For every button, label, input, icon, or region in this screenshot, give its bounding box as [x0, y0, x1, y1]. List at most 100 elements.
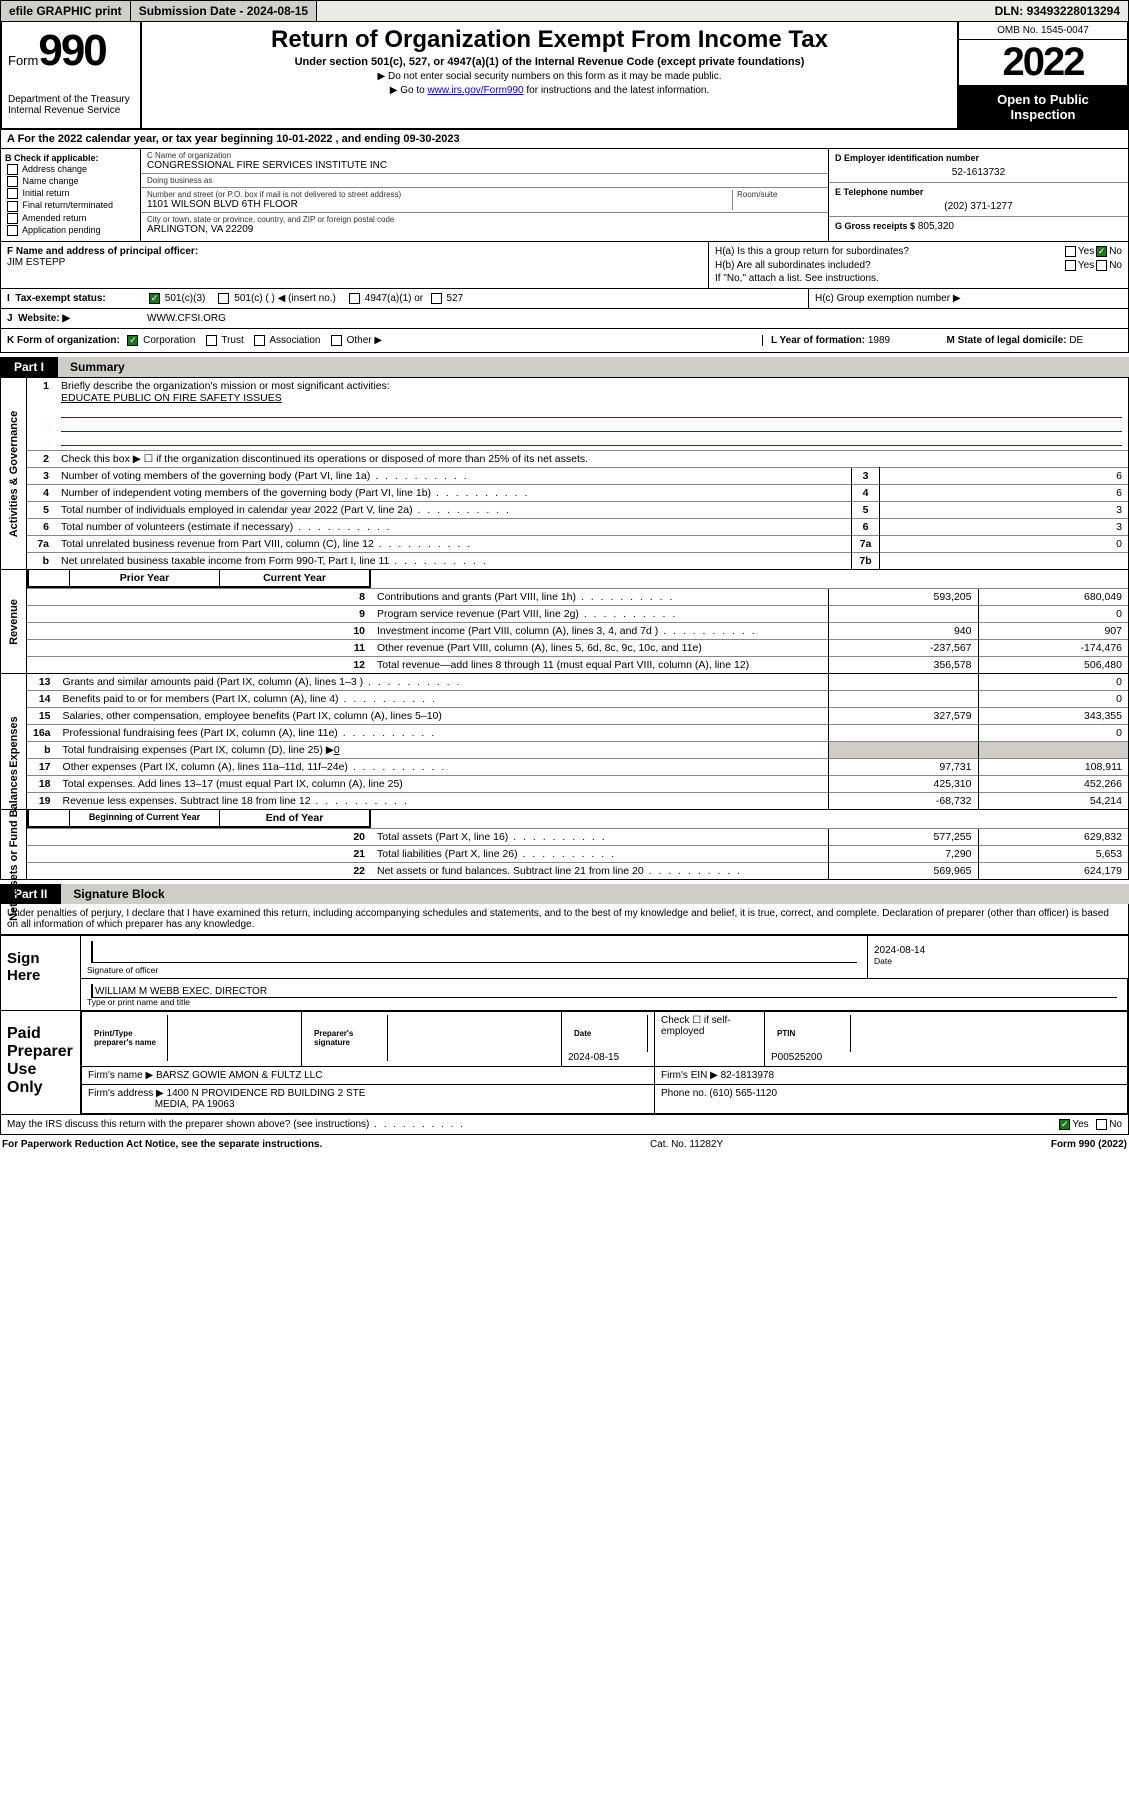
- sub-date-value: 2024-08-15: [247, 4, 308, 18]
- yes-label: Yes: [1072, 1119, 1088, 1130]
- l18-label: Total expenses. Add lines 13–17 (must eq…: [57, 776, 828, 793]
- l16b-prior: [828, 742, 978, 759]
- l13-label: Grants and similar amounts paid (Part IX…: [57, 674, 828, 691]
- l7a-label: Total unrelated business revenue from Pa…: [55, 536, 852, 553]
- assoc-label: Association: [269, 335, 320, 346]
- side-netassets: Net Assets or Fund Balances: [1, 810, 27, 879]
- irs-link[interactable]: www.irs.gov/Form990: [427, 85, 523, 96]
- other-label: Other ▶: [347, 335, 382, 346]
- ha-no[interactable]: ✓: [1096, 246, 1107, 257]
- ha-yes[interactable]: [1065, 246, 1076, 257]
- city-value: ARLINGTON, VA 22209: [147, 224, 822, 235]
- part2-header: Part II Signature Block: [0, 884, 1129, 904]
- pt-self-employed[interactable]: Check ☐ if self-employed: [655, 1012, 765, 1067]
- section-l: L Year of formation: 1989: [771, 335, 947, 346]
- l13-curr: 0: [978, 674, 1128, 691]
- dln-label: DLN:: [995, 4, 1027, 18]
- l21-curr: 5,653: [978, 846, 1128, 863]
- j-label: Website: ▶: [18, 313, 70, 324]
- officer-printed-name: WILLIAM M WEBB EXEC. DIRECTOR: [95, 986, 1121, 997]
- i-label: Tax-exempt status:: [15, 293, 105, 304]
- paid-preparer-block: Paid Preparer Use Only Print/Type prepar…: [0, 1011, 1129, 1115]
- phone-label: E Telephone number: [835, 187, 1122, 197]
- open-inspection: Open to Public Inspection: [959, 86, 1127, 128]
- discuss-no[interactable]: [1096, 1119, 1107, 1130]
- part2-title: Signature Block: [61, 884, 1129, 904]
- pt-date-label: Date: [568, 1015, 648, 1052]
- room-label: Room/suite: [737, 190, 822, 199]
- org-name: CONGRESSIONAL FIRE SERVICES INSTITUTE IN…: [147, 160, 822, 171]
- l18-curr: 452,266: [978, 776, 1128, 793]
- efile-btn[interactable]: efile GRAPHIC print: [1, 1, 131, 21]
- ck-trust[interactable]: [206, 335, 217, 346]
- l15-label: Salaries, other compensation, employee b…: [57, 708, 828, 725]
- l17-label: Other expenses (Part IX, column (A), lin…: [57, 759, 828, 776]
- l1-label: Briefly describe the organization's miss…: [61, 380, 390, 392]
- l21-prior: 7,290: [828, 846, 978, 863]
- ck-other[interactable]: [331, 335, 342, 346]
- paid-preparer-label: Paid Preparer Use Only: [1, 1011, 81, 1114]
- ck-501c3[interactable]: ✓: [149, 293, 160, 304]
- l10-curr: 907: [978, 623, 1128, 640]
- ck-address[interactable]: Address change: [5, 164, 136, 175]
- sig-date-value: 2024-08-14: [874, 939, 1122, 956]
- ssn-note: ▶ Do not enter social security numbers o…: [148, 71, 951, 82]
- l6-label: Total number of volunteers (estimate if …: [55, 519, 852, 536]
- side-activities-label: Activities & Governance: [8, 410, 20, 537]
- revenue-block: Revenue Prior YearCurrent Year 8Contribu…: [0, 570, 1129, 674]
- row-j: J Website: ▶ WWW.CFSI.ORG: [0, 309, 1129, 329]
- l-label: L Year of formation:: [771, 335, 868, 346]
- firm-label: Firm's name ▶: [88, 1070, 153, 1081]
- discuss-yes[interactable]: ✓: [1059, 1119, 1070, 1130]
- l1-value: EDUCATE PUBLIC ON FIRE SAFETY ISSUES: [61, 392, 282, 404]
- ck-527[interactable]: [431, 293, 442, 304]
- l20-curr: 629,832: [978, 829, 1128, 846]
- year-formed: 1989: [868, 335, 890, 346]
- hc: H(c) Group exemption number ▶: [808, 289, 1128, 308]
- hb-no[interactable]: [1096, 260, 1107, 271]
- ein-value: 52-1613732: [835, 163, 1122, 178]
- ck-assoc[interactable]: [254, 335, 265, 346]
- ck-4947[interactable]: [349, 293, 360, 304]
- l8-label: Contributions and grants (Part VIII, lin…: [371, 589, 828, 606]
- hb-yes[interactable]: [1065, 260, 1076, 271]
- officer-sig-label: Signature of officer: [87, 965, 861, 975]
- firm-phone-label: Phone no.: [661, 1088, 709, 1099]
- perjury-declaration: Under penalties of perjury, I declare th…: [0, 904, 1129, 935]
- firm-addr2: MEDIA, PA 19063: [155, 1099, 235, 1110]
- l16b: Total fundraising expenses (Part IX, col…: [57, 742, 828, 759]
- part1-header: Part I Summary: [0, 357, 1129, 377]
- 501c3-label: 501(c)(3): [165, 293, 206, 304]
- firm-name: BARSZ GOWIE AMON & FULTZ LLC: [156, 1070, 323, 1081]
- section-m: M State of legal domicile: DE: [947, 335, 1123, 346]
- part1-title: Summary: [58, 357, 1129, 377]
- dba-row: Doing business as: [141, 174, 828, 188]
- ck-501c[interactable]: [218, 293, 229, 304]
- l17-curr: 108,911: [978, 759, 1128, 776]
- sig-date: 2024-08-14 Date: [868, 936, 1128, 978]
- form-subtitle: Under section 501(c), 527, or 4947(a)(1)…: [148, 56, 951, 68]
- ck-pending[interactable]: Application pending: [5, 225, 136, 236]
- city-row: City or town, state or province, country…: [141, 213, 828, 237]
- expenses-block: Expenses 13Grants and similar amounts pa…: [0, 674, 1129, 810]
- goto-note: ▶ Go to www.irs.gov/Form990 for instruct…: [148, 85, 951, 96]
- l16a-prior: [828, 725, 978, 742]
- part1-tag: Part I: [0, 357, 58, 377]
- l14-label: Benefits paid to or for members (Part IX…: [57, 691, 828, 708]
- sign-here-label: Sign Here: [1, 936, 81, 1010]
- l19-label: Revenue less expenses. Subtract line 18 …: [57, 793, 828, 810]
- l14-curr: 0: [978, 691, 1128, 708]
- trust-label: Trust: [221, 335, 243, 346]
- begin-year-hdr: Beginning of Current Year: [69, 810, 219, 826]
- ck-name[interactable]: Name change: [5, 176, 136, 187]
- l9-prior: [828, 606, 978, 623]
- l22-curr: 624,179: [978, 863, 1128, 880]
- ck-amended[interactable]: Amended return: [5, 213, 136, 224]
- ck-corp[interactable]: ✓: [127, 335, 138, 346]
- firm-phone: (610) 565-1120: [709, 1088, 777, 1099]
- header-center: Return of Organization Exempt From Incom…: [142, 22, 957, 128]
- ck-initial[interactable]: Initial return: [5, 188, 136, 199]
- ck-final[interactable]: Final return/terminated: [5, 200, 136, 211]
- dln: DLN: 93493228013294: [987, 1, 1128, 21]
- sig-date-label: Date: [874, 956, 1122, 966]
